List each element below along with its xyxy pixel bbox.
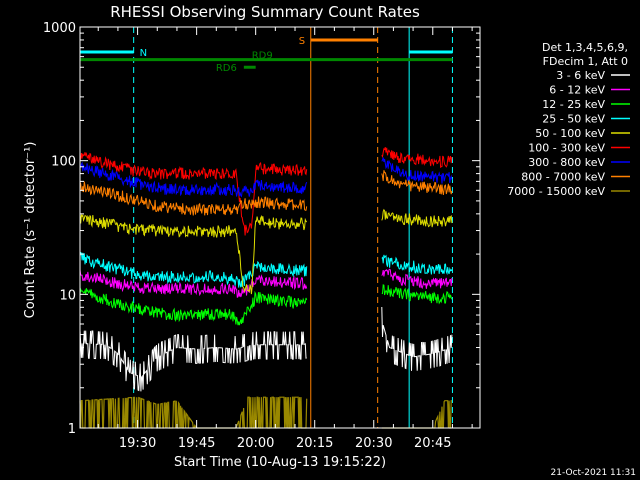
- series-trace: [381, 400, 452, 429]
- series-trace: [381, 170, 453, 196]
- x-axis-label: Start Time (10-Aug-13 19:15:22): [174, 455, 386, 470]
- y-tick-label: 1000: [43, 21, 76, 36]
- plot-frame: [79, 26, 481, 429]
- series-trace: [381, 208, 453, 228]
- axes-layer: 1 10 100 1000 19:30 19:45 20:00 20:15 20:30 20:45: [43, 21, 481, 451]
- x-tick-label: 20:45: [414, 436, 451, 451]
- x-tick-label: 20:30: [355, 436, 392, 451]
- x-tick-label: 19:30: [119, 436, 156, 451]
- annotation-label: N: [140, 48, 147, 59]
- series-trace: [381, 284, 453, 305]
- legend-header: FDecim 1, Att 0: [543, 55, 628, 68]
- legend-entry-label: 25 - 50 keV: [542, 113, 605, 126]
- series-trace: [79, 161, 308, 198]
- series-trace: [79, 287, 308, 326]
- y-tick-label: 100: [51, 155, 76, 170]
- series-trace: [79, 396, 308, 429]
- annotation-label: RD6: [216, 63, 237, 74]
- series-trace: [79, 151, 308, 236]
- chart-title: RHESSI Observing Summary Count Rates: [110, 3, 420, 21]
- legend-entry-label: 100 - 300 keV: [528, 142, 605, 155]
- series-trace: [79, 213, 308, 295]
- legend-entry-label: 300 - 800 keV: [528, 156, 605, 169]
- legend-entry-label: 12 - 25 keV: [542, 98, 605, 111]
- series-trace: [381, 268, 453, 290]
- legend-entry-label: 6 - 12 keV: [549, 84, 605, 97]
- series-trace: [79, 269, 308, 299]
- footer-date: 21-Oct-2021 11:31: [551, 468, 636, 478]
- series-trace: [381, 147, 453, 169]
- y-tick-label: 10: [59, 288, 76, 303]
- legend: Det 1,3,4,5,6,9,FDecim 1, Att 03 - 6 keV…: [507, 41, 630, 198]
- annotation-label: RD9: [252, 51, 273, 62]
- y-tick-label: 1: [68, 422, 76, 437]
- series-trace: [79, 181, 308, 216]
- x-tick-label: 19:45: [178, 436, 215, 451]
- annotation-label: S: [299, 36, 305, 47]
- legend-entry-label: 3 - 6 keV: [556, 69, 605, 82]
- legend-entry-label: 800 - 7000 keV: [521, 171, 605, 184]
- series-layer: [79, 147, 453, 429]
- x-tick-label: 20:00: [237, 436, 274, 451]
- x-tick-label: 20:15: [296, 436, 333, 451]
- series-trace: [79, 330, 307, 392]
- series-trace: [381, 254, 453, 276]
- legend-entry-label: 50 - 100 keV: [535, 127, 605, 140]
- series-trace: [79, 251, 308, 288]
- series-trace: [381, 306, 453, 371]
- legend-entry-label: 7000 - 15000 keV: [507, 185, 605, 198]
- y-axis-label: Count Rate (s⁻¹ detector⁻¹): [23, 142, 38, 319]
- series-trace: [381, 157, 453, 184]
- legend-header: Det 1,3,4,5,6,9,: [542, 41, 628, 54]
